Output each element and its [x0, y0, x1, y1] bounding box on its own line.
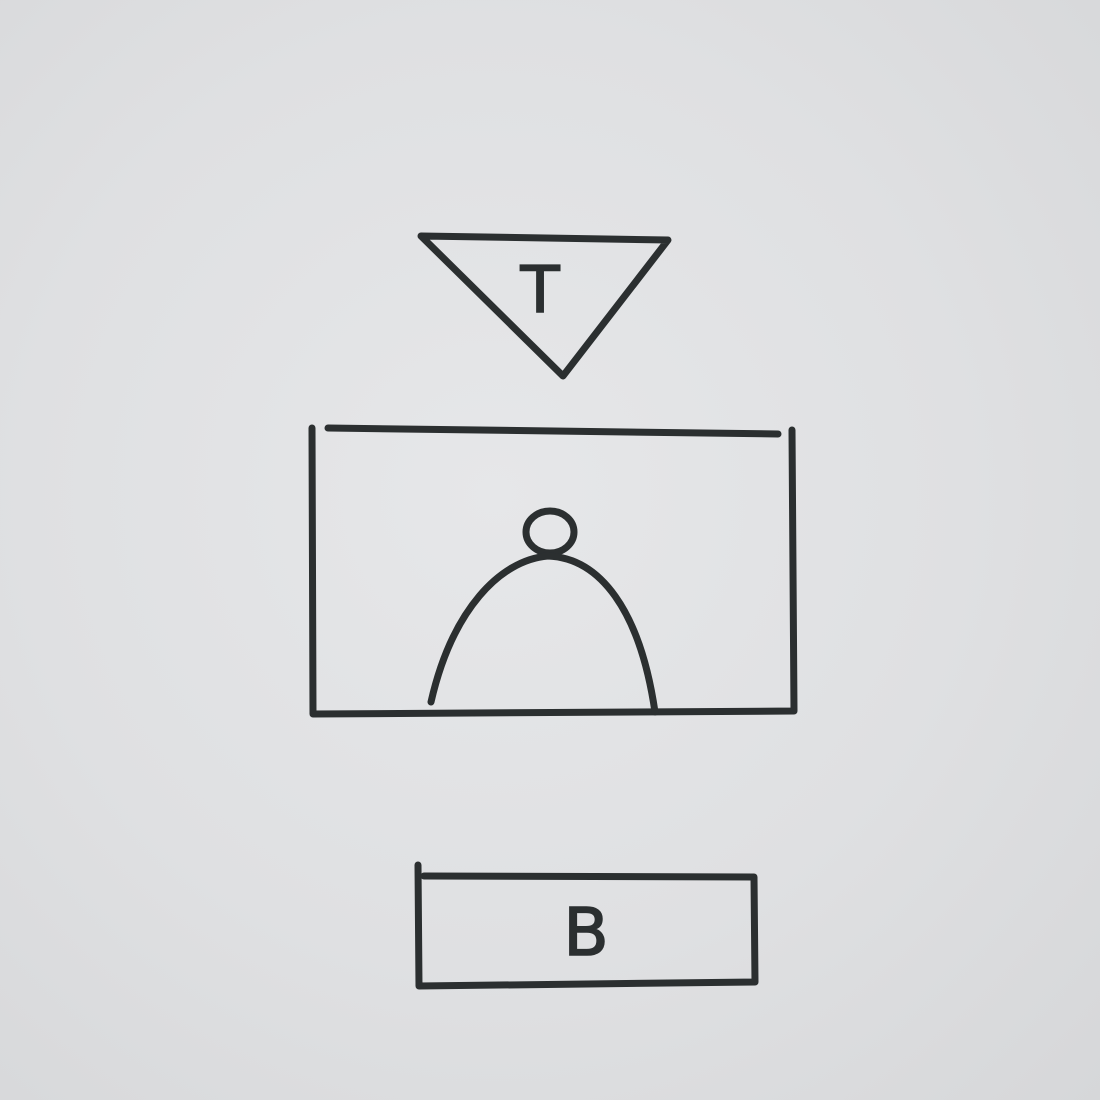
- bottom-button-element[interactable]: B: [418, 865, 755, 986]
- triangle-label: T: [519, 254, 560, 328]
- image-frame: [312, 428, 794, 714]
- image-frame-top-edge: [328, 428, 778, 434]
- person-shoulders: [431, 556, 655, 712]
- button-label: B: [563, 894, 608, 971]
- person-head: [526, 511, 574, 553]
- person-silhouette-icon: [431, 511, 655, 712]
- top-triangle-element[interactable]: T: [421, 236, 668, 376]
- image-placeholder: [312, 428, 794, 714]
